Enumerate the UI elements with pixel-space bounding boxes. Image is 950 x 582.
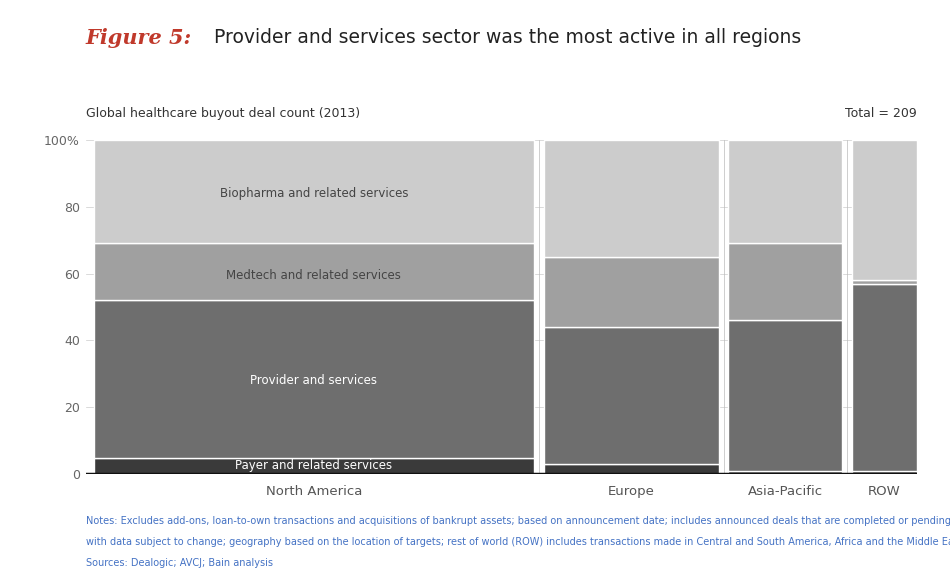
Text: Notes: Excludes add-ons, loan-to-own transactions and acquisitions of bankrupt a: Notes: Excludes add-ons, loan-to-own tra… — [86, 516, 950, 526]
Bar — [852, 281, 917, 283]
Bar — [544, 464, 718, 474]
Bar — [544, 140, 718, 257]
Bar — [544, 257, 718, 327]
Bar — [852, 471, 917, 474]
Bar — [729, 243, 843, 320]
Text: Global healthcare buyout deal count (2013): Global healthcare buyout deal count (201… — [86, 107, 360, 120]
Bar — [729, 140, 843, 243]
Bar — [94, 140, 534, 243]
Bar — [729, 320, 843, 471]
Text: Provider and services sector was the most active in all regions: Provider and services sector was the mos… — [214, 29, 801, 47]
Bar — [852, 283, 917, 471]
Text: Figure 5:: Figure 5: — [86, 28, 192, 48]
Bar — [729, 471, 843, 474]
Bar — [94, 300, 534, 457]
Bar — [852, 140, 917, 281]
Text: Payer and related services: Payer and related services — [236, 459, 392, 473]
Text: Sources: Dealogic; AVCJ; Bain analysis: Sources: Dealogic; AVCJ; Bain analysis — [86, 558, 273, 568]
Text: Biopharma and related services: Biopharma and related services — [219, 187, 408, 200]
Text: Provider and services: Provider and services — [251, 374, 377, 387]
Text: Total = 209: Total = 209 — [845, 107, 917, 120]
Bar — [544, 327, 718, 464]
Bar — [94, 457, 534, 474]
Text: Medtech and related services: Medtech and related services — [226, 269, 401, 282]
Text: with data subject to change; geography based on the location of targets; rest of: with data subject to change; geography b… — [86, 537, 950, 548]
Bar — [94, 243, 534, 300]
